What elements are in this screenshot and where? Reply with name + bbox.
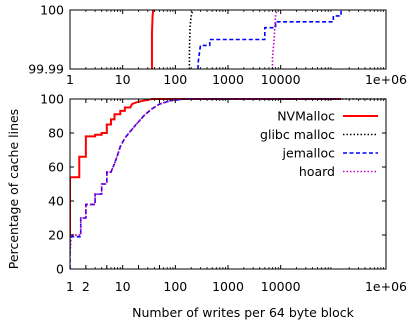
legend-item-glibc-malloc: glibc malloc bbox=[260, 127, 378, 142]
legend-label: jemalloc bbox=[282, 146, 336, 161]
x-tick-label: 10 bbox=[115, 72, 131, 87]
legend-item-hoard: hoard bbox=[299, 164, 378, 179]
plot-frame bbox=[69, 98, 387, 270]
y-tick-label: 60 bbox=[48, 160, 64, 175]
x-tick: 10000 bbox=[261, 99, 301, 294]
y-tick: 0 bbox=[56, 262, 386, 277]
x-tick: 1 bbox=[66, 10, 74, 87]
x-tick: 1000 bbox=[212, 99, 244, 294]
x-tick: 10 bbox=[115, 99, 131, 294]
x-tick: 10000 bbox=[261, 10, 301, 87]
x-tick-label: 1000 bbox=[212, 279, 244, 294]
y-tick: 60 bbox=[48, 160, 386, 175]
series-line-glibc-malloc bbox=[70, 98, 386, 253]
series-line-nvmalloc bbox=[150, 9, 155, 69]
y-tick: 20 bbox=[48, 228, 386, 243]
legend-label: NVMalloc bbox=[277, 109, 335, 124]
y-tick-label: 40 bbox=[48, 194, 64, 209]
y-tick-label: 100 bbox=[40, 92, 64, 107]
legend-label: glibc malloc bbox=[260, 127, 335, 142]
x-tick: 1e+06 bbox=[365, 99, 407, 294]
y-tick-label: 20 bbox=[48, 228, 64, 243]
y-tick: 99.99 bbox=[28, 62, 386, 77]
series-line-jemalloc bbox=[197, 10, 342, 69]
y-tick: 100 bbox=[40, 3, 386, 18]
y-tick: 40 bbox=[48, 194, 386, 209]
x-axis-label: Number of writes per 64 byte block bbox=[132, 305, 355, 320]
x-tick-label: 100 bbox=[163, 279, 187, 294]
series-group bbox=[150, 9, 342, 69]
x-tick-label: 1000 bbox=[212, 72, 244, 87]
legend-item-nvmalloc: NVMalloc bbox=[277, 109, 378, 124]
y-tick-label: 99.99 bbox=[28, 62, 64, 77]
x-tick: 100 bbox=[163, 99, 187, 294]
x-tick-label: 2 bbox=[82, 279, 90, 294]
series-line-hoard bbox=[271, 9, 278, 69]
series-line-hoard bbox=[70, 98, 277, 253]
x-tick-label: 10 bbox=[115, 279, 131, 294]
x-tick-label: 1e+06 bbox=[365, 279, 407, 294]
x-tick-label: 10000 bbox=[261, 72, 301, 87]
y-tick: 100 bbox=[40, 92, 386, 107]
y-tick-label: 100 bbox=[40, 3, 64, 18]
x-tick: 1000 bbox=[212, 10, 244, 87]
x-tick: 1 bbox=[66, 99, 74, 294]
series-line-nvmalloc bbox=[70, 98, 342, 235]
y-tick-label: 0 bbox=[56, 262, 64, 277]
x-tick: 1e+06 bbox=[365, 10, 407, 87]
main-panel: 1 10 100 1000 10000 1e+06 0 20 40 60 80 100 2 bbox=[40, 92, 407, 295]
y-axis-label: Percentage of cache lines bbox=[6, 109, 21, 269]
legend-label: hoard bbox=[299, 164, 335, 179]
x-tick-label: 10000 bbox=[261, 279, 301, 294]
x-tick-label: 1e+06 bbox=[365, 72, 407, 87]
plot-frame bbox=[69, 9, 387, 70]
legend-item-jemalloc: jemalloc bbox=[282, 146, 378, 161]
series-group bbox=[70, 98, 386, 269]
y-tick-label: 80 bbox=[48, 126, 64, 141]
legend: NVMalloc glibc malloc jemalloc hoard bbox=[260, 109, 378, 179]
series-line-glibc-malloc bbox=[188, 9, 194, 69]
zoomed-top-panel: 1 10 100 1000 10000 1e+06 99.99 100 bbox=[28, 3, 407, 88]
x-tick: 10 bbox=[115, 10, 131, 87]
x-tick-label: 1 bbox=[66, 72, 74, 87]
x-tick-label: 100 bbox=[163, 72, 187, 87]
x-tick: 100 bbox=[163, 10, 187, 87]
y-tick: 80 bbox=[48, 126, 386, 141]
x-tick-label: 1 bbox=[66, 279, 74, 294]
